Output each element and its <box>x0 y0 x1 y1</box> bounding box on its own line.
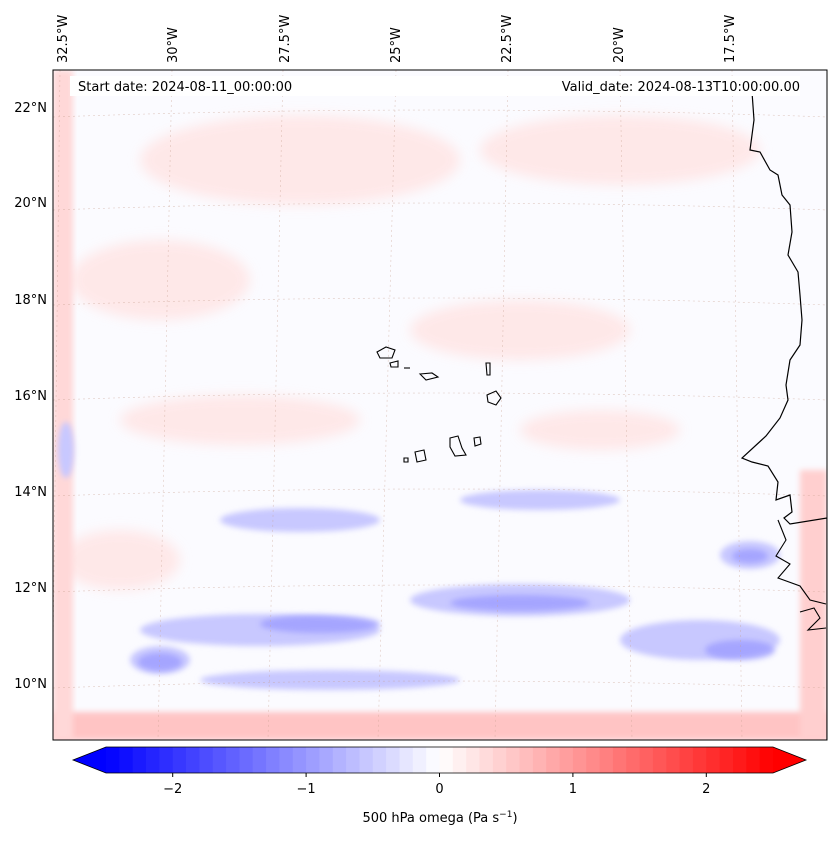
colorbar-cell <box>146 747 160 773</box>
lon-label: 27.5°W <box>278 15 293 63</box>
omega-field <box>53 70 827 740</box>
colorbar-cell <box>466 747 481 773</box>
colorbar-cell <box>226 747 240 773</box>
colorbar-cell <box>506 747 521 773</box>
lat-label: 14°N <box>14 485 47 500</box>
colorbar-outline <box>71 746 808 774</box>
colorbar-cell <box>279 747 294 773</box>
lat-label: 22°N <box>14 101 47 116</box>
colorbar-cell <box>586 747 601 773</box>
colorbar-cell <box>452 747 467 773</box>
colorbar-cells <box>106 747 774 773</box>
lat-label: 10°N <box>14 677 47 692</box>
colorbar-cell <box>292 747 307 773</box>
colorbar-cell <box>652 747 667 773</box>
colorbar-cell <box>266 747 281 773</box>
colorbar-cell <box>492 747 507 773</box>
colorbar-cell <box>172 747 187 773</box>
colorbar-cell <box>412 747 427 773</box>
lat-label: 18°N <box>14 293 47 308</box>
lon-label: 25°W <box>389 27 404 63</box>
colorbar-cell <box>159 747 174 773</box>
colorbar-cell <box>719 747 734 773</box>
colorbar-max-extend <box>773 747 806 773</box>
colorbar-tick-label: 1 <box>569 782 577 797</box>
lon-label: 17.5°W <box>723 15 738 63</box>
colorbar-cell <box>346 747 361 773</box>
colorbar-cell <box>239 747 254 773</box>
cabo-verde-islands <box>376 346 502 463</box>
colorbar-cell <box>186 747 200 773</box>
colorbar-cell <box>546 747 561 773</box>
lat-label: 12°N <box>14 581 47 596</box>
colorbar-cell <box>252 747 267 773</box>
colorbar-min-extend <box>73 747 106 773</box>
colorbar-cell <box>559 747 574 773</box>
map-area <box>52 69 828 741</box>
colorbar-cell <box>212 747 227 773</box>
valid-date-label: Valid_date: 2024-08-13T10:00:00.00 <box>562 80 800 95</box>
lon-label: 30°W <box>166 27 181 63</box>
colorbar-tick-label: −2 <box>163 782 182 797</box>
colorbar-tick-label: 0 <box>435 782 443 797</box>
colorbar-cell <box>386 747 401 773</box>
colorbar-cell <box>666 747 681 773</box>
colorbar-cell <box>532 747 547 773</box>
colorbar-tick-label: 2 <box>702 782 710 797</box>
lat-label: 16°N <box>14 389 47 404</box>
colorbar: −2 −1 0 1 2 500 hPa omega (Pa s−1) <box>71 746 808 826</box>
colorbar-cell <box>479 747 494 773</box>
colorbar-cell <box>626 747 641 773</box>
colorbar-cell <box>119 747 134 773</box>
colorbar-cell <box>612 747 627 773</box>
colorbar-cell <box>639 747 654 773</box>
colorbar-ticks: −2 −1 0 1 2 <box>163 773 710 797</box>
colorbar-cell <box>439 747 454 773</box>
colorbar-cell <box>199 747 214 773</box>
colorbar-cell <box>399 747 414 773</box>
lat-labels: 22°N 20°N 18°N 16°N 14°N 12°N 10°N <box>14 101 47 692</box>
colorbar-cell <box>759 747 774 773</box>
colorbar-cell <box>319 747 334 773</box>
lon-labels: 32.5°W 30°W 27.5°W 25°W 22.5°W 20°W 17.5… <box>56 15 738 63</box>
lat-label: 20°N <box>14 196 47 211</box>
colorbar-cell <box>732 747 747 773</box>
lon-label: 32.5°W <box>56 15 71 63</box>
start-date-label: Start date: 2024-08-11_00:00:00 <box>78 80 292 95</box>
colorbar-cell <box>372 747 387 773</box>
colorbar-cell <box>426 747 441 773</box>
lon-label: 20°W <box>612 27 627 63</box>
lon-label: 22.5°W <box>500 15 515 63</box>
map-frame <box>52 69 828 741</box>
colorbar-cell <box>679 747 694 773</box>
colorbar-tick-label: −1 <box>297 782 316 797</box>
colorbar-cell <box>332 747 347 773</box>
colorbar-cell <box>306 747 321 773</box>
guinea-coastline <box>775 519 827 631</box>
colorbar-cell <box>706 747 721 773</box>
colorbar-label: 500 hPa omega (Pa s−1) <box>362 810 517 826</box>
graticule <box>53 70 827 740</box>
colorbar-cell <box>359 747 374 773</box>
colorbar-cell <box>519 747 534 773</box>
colorbar-cell <box>692 747 707 773</box>
africa-coastline <box>740 91 827 740</box>
colorbar-cell <box>106 747 120 773</box>
colorbar-cell <box>746 747 761 773</box>
colorbar-cell <box>599 747 614 773</box>
colorbar-cell <box>572 747 587 773</box>
colorbar-cell <box>132 747 147 773</box>
